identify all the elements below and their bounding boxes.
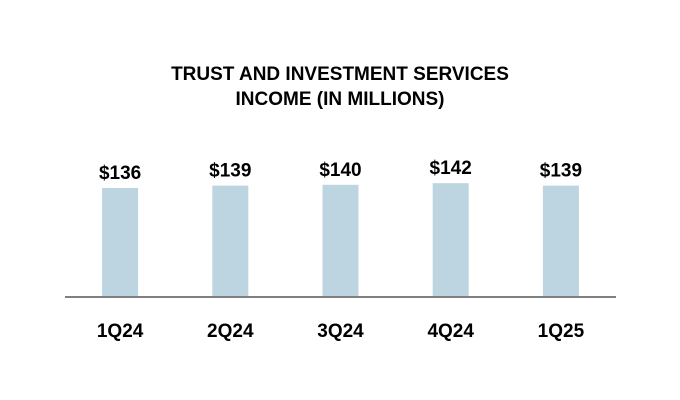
bar-value-label: $139 bbox=[209, 161, 251, 182]
bar-2q24 bbox=[212, 185, 249, 297]
x-tick-label: 2Q24 bbox=[207, 321, 254, 342]
x-tick-label: 1Q25 bbox=[538, 321, 585, 342]
chart-title-line-1: TRUST AND INVESTMENT SERVICES bbox=[171, 64, 509, 85]
bar-value-label: $140 bbox=[319, 160, 361, 181]
bar-3q24 bbox=[322, 184, 359, 297]
bar-value-label: $136 bbox=[99, 163, 141, 184]
bars-group bbox=[102, 183, 579, 297]
bar-4q24 bbox=[432, 183, 469, 297]
chart-title-line-2: INCOME (IN MILLIONS) bbox=[235, 89, 445, 110]
bar-1q24 bbox=[102, 188, 139, 297]
bar-1q25 bbox=[542, 185, 579, 297]
bar-value-label: $142 bbox=[430, 158, 472, 179]
x-tick-label: 4Q24 bbox=[427, 321, 474, 342]
x-tick-labels-group: 1Q24 2Q24 3Q24 4Q24 1Q25 bbox=[97, 321, 585, 342]
x-tick-label: 3Q24 bbox=[317, 321, 364, 342]
chart-title: TRUST AND INVESTMENT SERVICES INCOME (IN… bbox=[0, 62, 680, 112]
bar-value-label: $139 bbox=[540, 161, 582, 182]
x-tick-label: 1Q24 bbox=[97, 321, 144, 342]
bar-labels-group: $136 $139 $140 $142 $139 bbox=[99, 158, 582, 184]
